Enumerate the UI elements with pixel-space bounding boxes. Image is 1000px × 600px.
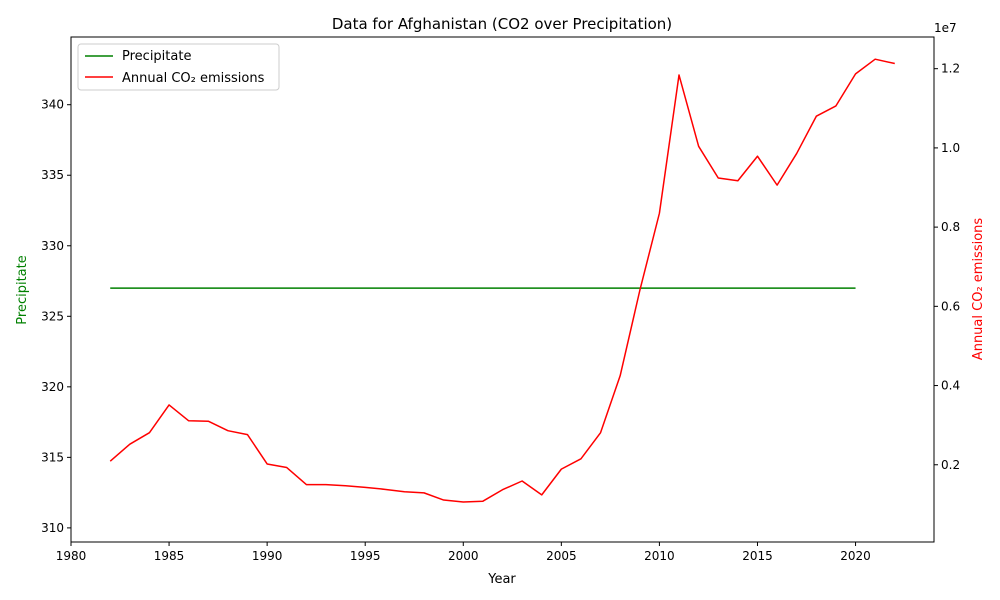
y-right-tick-label: 0.8	[941, 220, 960, 234]
x-tick-label: 2000	[448, 549, 479, 563]
y-right-tick-label: 0.4	[941, 379, 960, 393]
y-left-tick-label: 320	[41, 380, 64, 394]
y-right-tick-label: 1.0	[941, 141, 960, 155]
y-axis-right-multiplier: 1e7	[934, 21, 957, 35]
y-left-tick-label: 340	[41, 98, 64, 112]
x-tick-label: 2020	[840, 549, 871, 563]
x-tick-label: 1980	[56, 549, 87, 563]
y-right-tick-label: 0.6	[941, 299, 960, 313]
chart-title: Data for Afghanistan (CO2 over Precipita…	[332, 15, 672, 33]
y-right-tick-label: 1.2	[941, 62, 960, 76]
y-left-tick-label: 315	[41, 450, 64, 464]
legend-label-precipitate: Precipitate	[122, 49, 191, 64]
x-tick-label: 1985	[154, 549, 185, 563]
legend-label-co2: Annual CO₂ emissions	[122, 71, 265, 86]
y-axis-left: 310 315 320 325 330 335 340	[41, 98, 71, 535]
y-axis-right: 0.2 0.4 0.6 0.8 1.0 1.2	[934, 62, 960, 472]
x-tick-label: 2005	[546, 549, 577, 563]
x-tick-label: 2010	[644, 549, 675, 563]
plot-frame	[70, 36, 935, 543]
y-axis-right-label: Annual CO₂ emissions	[971, 218, 986, 361]
x-axis: 1980 1985 1990 1995 2000 2005 2010 2015 2020	[56, 542, 871, 563]
y-left-tick-label: 310	[41, 521, 64, 535]
legend: Precipitate Annual CO₂ emissions	[77, 43, 280, 91]
x-axis-label: Year	[487, 572, 516, 587]
y-left-tick-label: 330	[41, 239, 64, 253]
y-left-tick-label: 335	[41, 168, 64, 182]
legend-box	[77, 43, 280, 91]
x-tick-label: 1990	[252, 549, 283, 563]
x-tick-label: 1995	[350, 549, 381, 563]
series-line-co2	[109, 58, 895, 503]
series-layer	[109, 58, 895, 503]
y-axis-left-label: Precipitate	[15, 255, 30, 324]
y-left-tick-label: 325	[41, 309, 64, 323]
y-right-tick-label: 0.2	[941, 458, 960, 472]
x-tick-label: 2015	[742, 549, 773, 563]
